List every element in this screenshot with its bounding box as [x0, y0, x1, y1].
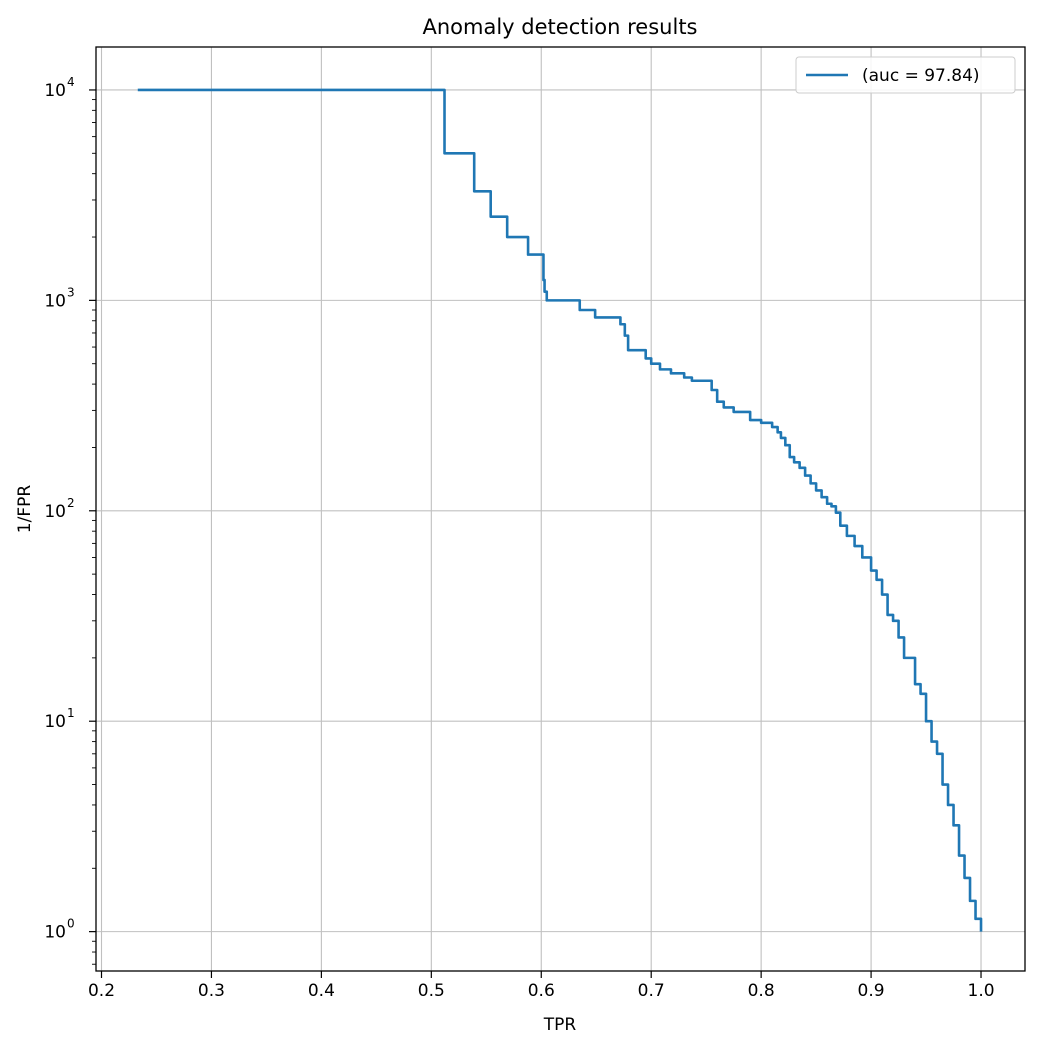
y-tick-label: 10	[44, 712, 66, 732]
y-tick-exponent: 3	[67, 285, 75, 299]
plot-frame	[95, 46, 1026, 972]
x-tick-label: 0.7	[638, 981, 665, 1001]
y-axis-label: 1/FPR	[15, 485, 35, 534]
y-tick-exponent: 2	[67, 496, 75, 510]
y-tick-exponent: 1	[67, 706, 75, 720]
data-series	[137, 88, 983, 932]
x-axis-label: TPR	[543, 1015, 577, 1035]
chart-title: Anomaly detection results	[423, 15, 698, 39]
legend-box	[795, 56, 1016, 94]
x-tick-label: 1.0	[968, 981, 995, 1001]
y-tick-label: 10	[44, 291, 66, 311]
x-tick-label: 0.9	[858, 981, 885, 1001]
x-tick-label: 0.8	[748, 981, 775, 1001]
x-tick-label: 0.5	[418, 981, 445, 1001]
legend-entry-label: (auc = 97.84)	[862, 66, 980, 86]
x-tick-label: 0.2	[88, 981, 115, 1001]
y-tick-label: 10	[44, 502, 66, 522]
x-tick-label: 0.4	[308, 981, 335, 1001]
y-tick-exponent: 0	[67, 917, 75, 931]
grid-lines	[96, 47, 1025, 971]
x-tick-label: 0.3	[198, 981, 225, 1001]
y-tick-label: 10	[44, 81, 66, 101]
x-tick-label: 0.6	[528, 981, 555, 1001]
y-tick-label: 10	[44, 923, 66, 943]
legend: (auc = 97.84)	[795, 56, 1016, 94]
series-line	[137, 88, 983, 932]
y-tick-exponent: 4	[67, 75, 75, 89]
x-axis: 0.2 0.3 0.4 0.5 0.6 0.7 0.8 0.9 1.0	[88, 971, 995, 1001]
